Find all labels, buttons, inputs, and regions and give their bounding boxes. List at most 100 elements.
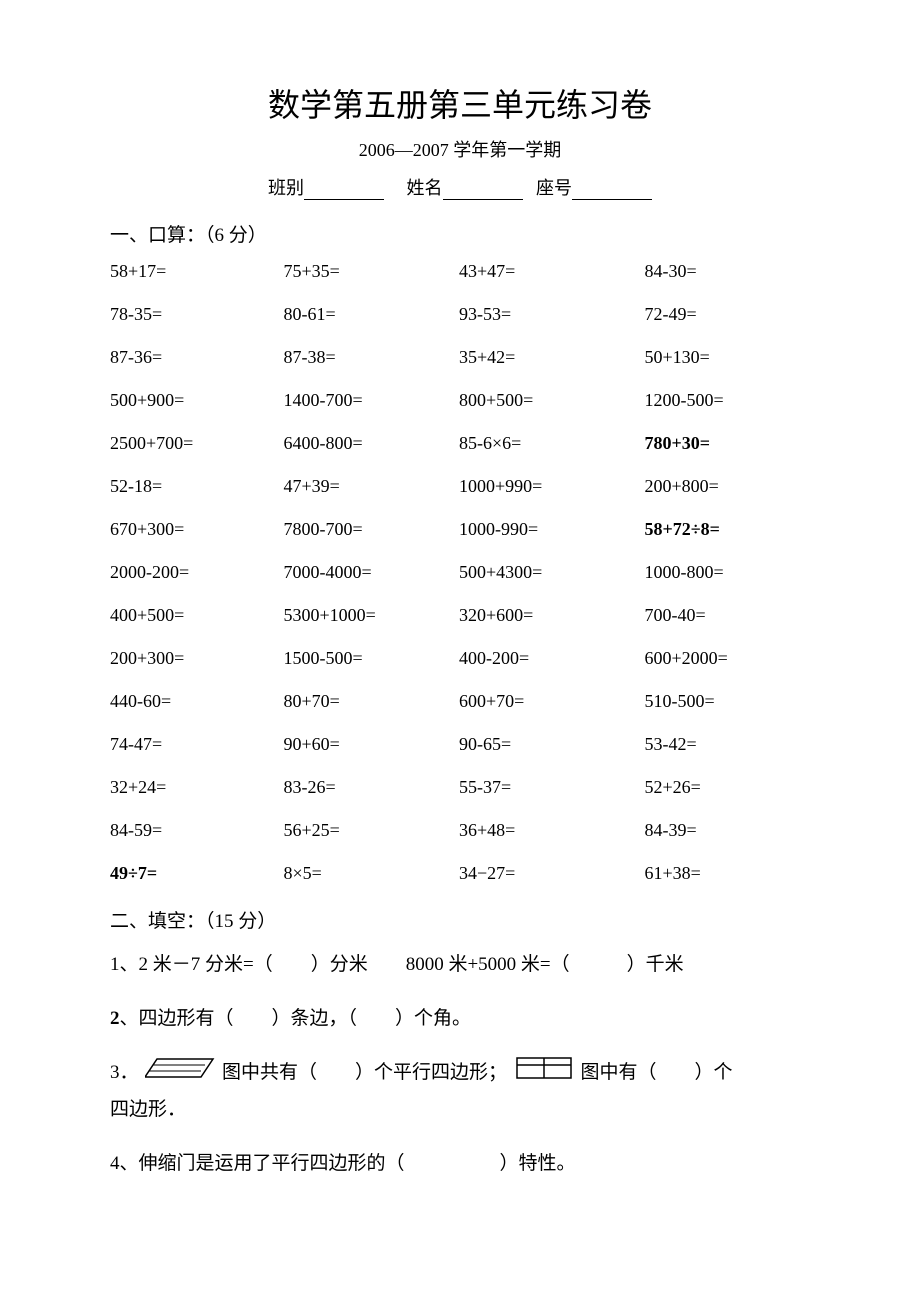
calc-cell: 200+300= (110, 648, 276, 669)
calc-cell: 5300+1000= (276, 605, 450, 626)
fill-q1a: 1、2 米－7 分米=（ ）分米 (110, 954, 368, 975)
calc-cell: 7800-700= (276, 519, 450, 540)
calc-cell: 700-40= (625, 605, 811, 626)
calc-cell: 49÷7= (110, 863, 276, 884)
calc-cell: 52+26= (625, 777, 811, 798)
class-blank (304, 182, 384, 200)
parallelogram-icon (145, 1056, 215, 1092)
calc-row: 200+300=1500-500=400-200=600+2000= (110, 648, 810, 669)
calc-cell: 43+47= (449, 261, 625, 282)
fill-q3-end: 四边形． (110, 1099, 186, 1120)
calc-row: 440-60=80+70=600+70=510-500= (110, 691, 810, 712)
calc-cell: 56+25= (276, 820, 450, 841)
calc-cell: 50+130= (625, 347, 811, 368)
calc-cell: 36+48= (449, 820, 625, 841)
calc-cell: 34−27= (449, 863, 625, 884)
calc-row: 49÷7=8×5=34−27=61+38= (110, 863, 810, 884)
calc-cell: 84-30= (625, 261, 811, 282)
calc-cell: 510-500= (625, 691, 811, 712)
calc-cell: 55-37= (449, 777, 625, 798)
page-subtitle: 2006—2007 学年第一学期 (110, 136, 810, 162)
calc-cell: 500+900= (110, 390, 276, 411)
calc-row: 400+500=5300+1000=320+600=700-40= (110, 605, 810, 626)
calc-cell: 93-53= (449, 304, 625, 325)
calc-cell: 32+24= (110, 777, 276, 798)
calc-cell: 2000-200= (110, 562, 276, 583)
calc-cell: 75+35= (276, 261, 450, 282)
fill-q3-mid2: 图中有（ ）个 (581, 1062, 733, 1083)
section1-header: 一、口算：（6 分） (110, 220, 810, 247)
calc-cell: 1000+990= (449, 476, 625, 497)
seat-label: 座号 (536, 178, 572, 198)
calc-cell: 800+500= (449, 390, 625, 411)
page-title: 数学第五册第三单元练习卷 (110, 80, 810, 126)
calc-cell: 8×5= (276, 863, 450, 884)
calc-cell: 85-6×6= (449, 433, 625, 454)
calc-cell: 90-65= (449, 734, 625, 755)
calc-cell: 320+600= (449, 605, 625, 626)
calc-cell: 600+2000= (625, 648, 811, 669)
rect-icon (516, 1056, 572, 1092)
calc-cell: 1000-800= (625, 562, 811, 583)
calc-row: 500+900=1400-700=800+500=1200-500= (110, 390, 810, 411)
calc-cell: 47+39= (276, 476, 450, 497)
calc-cell: 83-26= (276, 777, 450, 798)
fill-q3-mid1: 图中共有（ ）个平行四边形； (222, 1062, 507, 1083)
calc-cell: 670+300= (110, 519, 276, 540)
section2-header: 二、填空：（15 分） (110, 906, 810, 933)
calc-row: 32+24=83-26=55-37=52+26= (110, 777, 810, 798)
calc-cell: 500+4300= (449, 562, 625, 583)
calc-cell: 87-38= (276, 347, 450, 368)
fill-q3-prefix: 3． (110, 1062, 139, 1083)
name-blank (443, 182, 523, 200)
calc-row: 84-59=56+25=36+48=84-39= (110, 820, 810, 841)
calc-cell: 7000-4000= (276, 562, 450, 583)
calc-cell: 80-61= (276, 304, 450, 325)
calc-cell: 87-36= (110, 347, 276, 368)
calc-row: 87-36=87-38=35+42=50+130= (110, 347, 810, 368)
calc-cell: 58+72÷8= (625, 519, 811, 540)
calc-row: 58+17=75+35=43+47=84-30= (110, 261, 810, 282)
calc-row: 2000-200=7000-4000=500+4300=1000-800= (110, 562, 810, 583)
calc-row: 78-35=80-61=93-53=72-49= (110, 304, 810, 325)
calc-cell: 1200-500= (625, 390, 811, 411)
calc-cell: 780+30= (625, 433, 811, 454)
fill-q2-prefix: 2 (110, 1008, 120, 1029)
fill-q2-text: 、四边形有（ ）条边，（ ）个角。 (120, 1008, 472, 1029)
calc-cell: 600+70= (449, 691, 625, 712)
calc-grid: 58+17=75+35=43+47=84-30= 78-35=80-61=93-5… (110, 261, 810, 884)
calc-cell: 2500+700= (110, 433, 276, 454)
fill-q3: 3． 图中共有（ ）个平行四边形； 图中有（ ）个 四边形． (110, 1055, 810, 1128)
calc-cell: 84-39= (625, 820, 811, 841)
calc-cell: 90+60= (276, 734, 450, 755)
fill-q2: 2、四边形有（ ）条边，（ ）个角。 (110, 1001, 810, 1037)
calc-row: 74-47=90+60=90-65=53-42= (110, 734, 810, 755)
seat-blank (572, 182, 652, 200)
fill-q1b: 8000 米+5000 米=（ ）千米 (406, 954, 684, 975)
class-label: 班别 (268, 178, 304, 198)
calc-cell: 72-49= (625, 304, 811, 325)
calc-cell: 74-47= (110, 734, 276, 755)
calc-cell: 58+17= (110, 261, 276, 282)
calc-cell: 35+42= (449, 347, 625, 368)
calc-cell: 400-200= (449, 648, 625, 669)
calc-cell: 84-59= (110, 820, 276, 841)
calc-cell: 61+38= (625, 863, 811, 884)
calc-cell: 53-42= (625, 734, 811, 755)
calc-cell: 1400-700= (276, 390, 450, 411)
name-label: 姓名 (407, 178, 443, 198)
calc-row: 52-18=47+39=1000+990=200+800= (110, 476, 810, 497)
calc-cell: 1000-990= (449, 519, 625, 540)
calc-cell: 200+800= (625, 476, 811, 497)
calc-cell: 80+70= (276, 691, 450, 712)
calc-cell: 440-60= (110, 691, 276, 712)
fill-q4: 4、伸缩门是运用了平行四边形的（ ）特性。 (110, 1146, 810, 1182)
calc-row: 670+300=7800-700=1000-990=58+72÷8= (110, 519, 810, 540)
calc-row: 2500+700=6400-800=85-6×6=780+30= (110, 433, 810, 454)
calc-cell: 400+500= (110, 605, 276, 626)
calc-cell: 52-18= (110, 476, 276, 497)
calc-cell: 78-35= (110, 304, 276, 325)
fill-q1: 1、2 米－7 分米=（ ）分米 8000 米+5000 米=（ ）千米 (110, 947, 810, 983)
calc-cell: 1500-500= (276, 648, 450, 669)
calc-cell: 6400-800= (276, 433, 450, 454)
